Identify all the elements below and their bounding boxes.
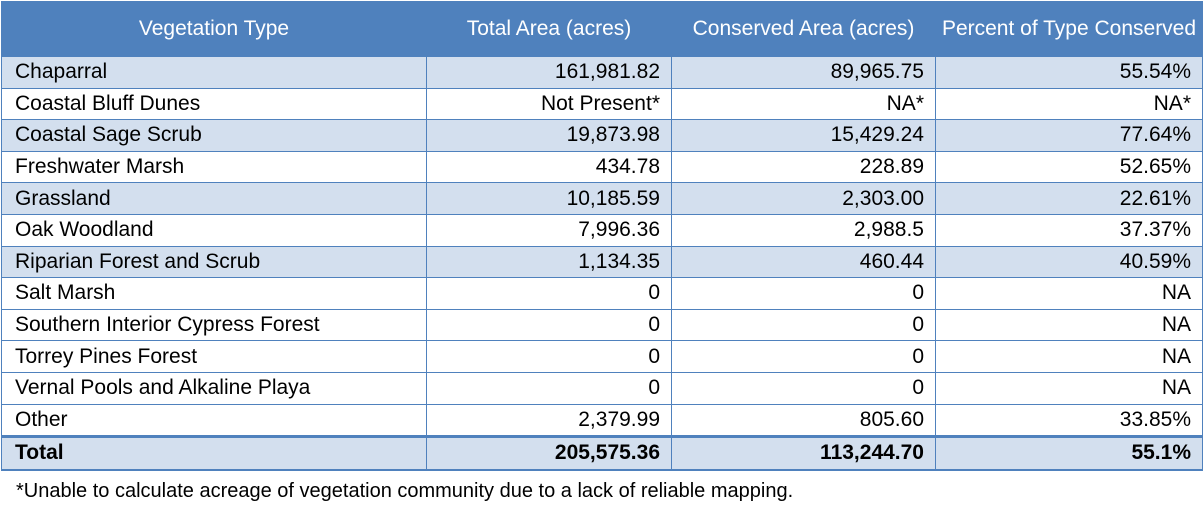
cell-conserved-area: 460.44 (671, 245, 936, 279)
table-footnote: *Unable to calculate acreage of vegetati… (16, 480, 794, 502)
cell-conserved-area: 89,965.75 (671, 56, 936, 89)
table-row: Riparian Forest and Scrub 1,134.35 460.4… (1, 245, 1203, 279)
vegetation-table: Vegetation Type Total Area (acres) Conse… (1, 1, 1203, 471)
cell-vegetation-type: Chaparral (1, 56, 427, 89)
table-row: Chaparral 161,981.82 89,965.75 55.54% (1, 56, 1203, 89)
total-label: Total (1, 435, 427, 471)
header-conserved-area: Conserved Area (acres) (671, 1, 936, 57)
table-row: Freshwater Marsh 434.78 228.89 52.65% (1, 150, 1203, 184)
table-row: Salt Marsh 0 0 NA (1, 277, 1203, 310)
table-row: Vernal Pools and Alkaline Playa 0 0 NA (1, 371, 1203, 405)
cell-vegetation-type: Coastal Sage Scrub (1, 119, 427, 152)
cell-percent-conserved: NA (935, 340, 1203, 373)
cell-total-area: 7,996.36 (426, 213, 672, 247)
cell-conserved-area: 805.60 (671, 403, 936, 438)
cell-conserved-area: 0 (671, 371, 936, 405)
header-vegetation-type: Vegetation Type (1, 1, 427, 57)
table-row: Coastal Bluff Dunes Not Present* NA* NA* (1, 87, 1203, 121)
cell-vegetation-type: Torrey Pines Forest (1, 340, 427, 373)
table-header: Vegetation Type Total Area (acres) Conse… (1, 1, 1203, 57)
cell-percent-conserved: 55.54% (935, 56, 1203, 89)
cell-total-area: 1,134.35 (426, 245, 672, 279)
cell-vegetation-type: Coastal Bluff Dunes (1, 87, 427, 121)
cell-conserved-area: 0 (671, 308, 936, 342)
table-body: Chaparral 161,981.82 89,965.75 55.54% Co… (1, 56, 1203, 471)
cell-total-area: 2,379.99 (426, 403, 672, 438)
cell-percent-conserved: 33.85% (935, 403, 1203, 438)
cell-percent-conserved: 37.37% (935, 213, 1203, 247)
total-area-sum: 205,575.36 (426, 435, 672, 471)
cell-vegetation-type: Southern Interior Cypress Forest (1, 308, 427, 342)
cell-percent-conserved: NA (935, 371, 1203, 405)
cell-percent-conserved: 52.65% (935, 150, 1203, 184)
cell-total-area: 0 (426, 371, 672, 405)
percent-conserved-total: 55.1% (935, 435, 1203, 471)
conserved-area-sum: 113,244.70 (671, 435, 936, 471)
cell-conserved-area: NA* (671, 87, 936, 121)
cell-percent-conserved: 22.61% (935, 182, 1203, 215)
cell-vegetation-type: Freshwater Marsh (1, 150, 427, 184)
cell-conserved-area: 0 (671, 340, 936, 373)
cell-total-area: 0 (426, 308, 672, 342)
cell-conserved-area: 15,429.24 (671, 119, 936, 152)
cell-percent-conserved: NA* (935, 87, 1203, 121)
table-row: Other 2,379.99 805.60 33.85% (1, 403, 1203, 438)
cell-conserved-area: 2,988.5 (671, 213, 936, 247)
cell-percent-conserved: 77.64% (935, 119, 1203, 152)
table-row: Southern Interior Cypress Forest 0 0 NA (1, 308, 1203, 342)
header-row: Vegetation Type Total Area (acres) Conse… (1, 1, 1203, 57)
cell-total-area: 0 (426, 340, 672, 373)
cell-vegetation-type: Grassland (1, 182, 427, 215)
cell-vegetation-type: Vernal Pools and Alkaline Playa (1, 371, 427, 405)
cell-vegetation-type: Oak Woodland (1, 213, 427, 247)
cell-total-area: 434.78 (426, 150, 672, 184)
cell-vegetation-type: Other (1, 403, 427, 438)
cell-total-area: 161,981.82 (426, 56, 672, 89)
cell-conserved-area: 2,303.00 (671, 182, 936, 215)
table-row: Coastal Sage Scrub 19,873.98 15,429.24 7… (1, 119, 1203, 152)
cell-vegetation-type: Salt Marsh (1, 277, 427, 310)
table-row: Torrey Pines Forest 0 0 NA (1, 340, 1203, 373)
cell-total-area: 10,185.59 (426, 182, 672, 215)
header-percent-conserved: Percent of Type Conserved (935, 1, 1203, 57)
table-row: Oak Woodland 7,996.36 2,988.5 37.37% (1, 213, 1203, 247)
cell-vegetation-type: Riparian Forest and Scrub (1, 245, 427, 279)
cell-percent-conserved: NA (935, 277, 1203, 310)
cell-total-area: Not Present* (426, 87, 672, 121)
cell-conserved-area: 228.89 (671, 150, 936, 184)
cell-total-area: 19,873.98 (426, 119, 672, 152)
cell-percent-conserved: 40.59% (935, 245, 1203, 279)
cell-percent-conserved: NA (935, 308, 1203, 342)
table-row: Grassland 10,185.59 2,303.00 22.61% (1, 182, 1203, 215)
total-row: Total 205,575.36 113,244.70 55.1% (1, 435, 1203, 471)
cell-total-area: 0 (426, 277, 672, 310)
header-total-area: Total Area (acres) (426, 1, 672, 57)
cell-conserved-area: 0 (671, 277, 936, 310)
